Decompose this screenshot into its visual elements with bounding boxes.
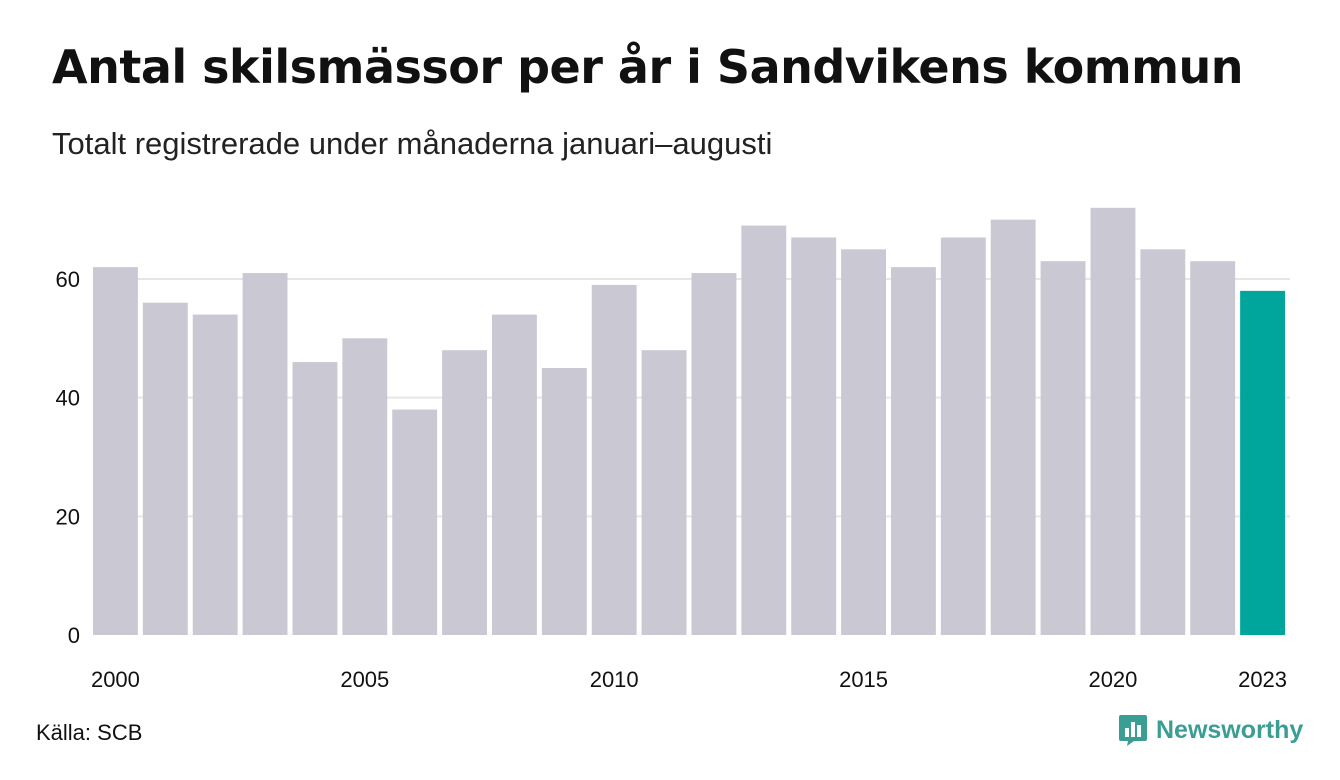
x-tick-label: 2023 <box>1238 667 1287 692</box>
bar-2016 <box>891 267 936 635</box>
bar-2017 <box>940 237 986 635</box>
bar-2011 <box>641 350 687 635</box>
bar-2005 <box>342 338 388 635</box>
bar-2002 <box>192 314 238 635</box>
x-tick-label: 2015 <box>839 667 888 692</box>
bar-2004 <box>292 362 338 635</box>
bar-2012 <box>691 273 737 635</box>
bar-2009 <box>541 368 587 635</box>
bar-2020 <box>1090 207 1136 636</box>
bar-2013 <box>741 225 787 635</box>
bar-2003 <box>242 273 288 635</box>
x-tick-labels: 2000 2005 2010 2015 2020 2023 <box>91 667 1287 692</box>
chart-title: Antal skilsmässor per år i Sandvikens ko… <box>52 40 1244 94</box>
bar-2019 <box>1040 261 1086 635</box>
bar-2022 <box>1190 261 1236 635</box>
brand-logo: Newsworthy <box>1118 713 1303 747</box>
y-tick-label: 0 <box>68 623 80 648</box>
bar-2006 <box>392 409 438 635</box>
bar-2008 <box>492 314 537 635</box>
brand-name: Newsworthy <box>1156 715 1304 744</box>
newsworthy-logo-icon <box>1119 715 1147 746</box>
x-tick-label: 2000 <box>91 667 140 692</box>
source-note: Källa: SCB <box>36 720 143 745</box>
bar-2014 <box>791 237 837 635</box>
bar-2021 <box>1140 249 1186 636</box>
bars <box>93 207 1285 636</box>
y-tick-label: 20 <box>56 504 80 529</box>
bar-2007 <box>442 350 487 635</box>
bar-2023 <box>1240 290 1285 635</box>
bar-2010 <box>591 284 637 635</box>
bar-2001 <box>142 302 188 635</box>
y-tick-labels: 0 20 40 60 <box>56 267 80 648</box>
y-tick-label: 60 <box>56 267 80 292</box>
x-tick-label: 2005 <box>340 667 389 692</box>
x-tick-label: 2020 <box>1088 667 1137 692</box>
bar-2015 <box>841 249 886 636</box>
chart-subtitle: Totalt registrerade under månaderna janu… <box>52 126 773 161</box>
bar-2018 <box>990 219 1036 635</box>
bar-2000 <box>93 267 138 635</box>
x-tick-label: 2010 <box>590 667 639 692</box>
y-tick-label: 40 <box>56 386 80 411</box>
